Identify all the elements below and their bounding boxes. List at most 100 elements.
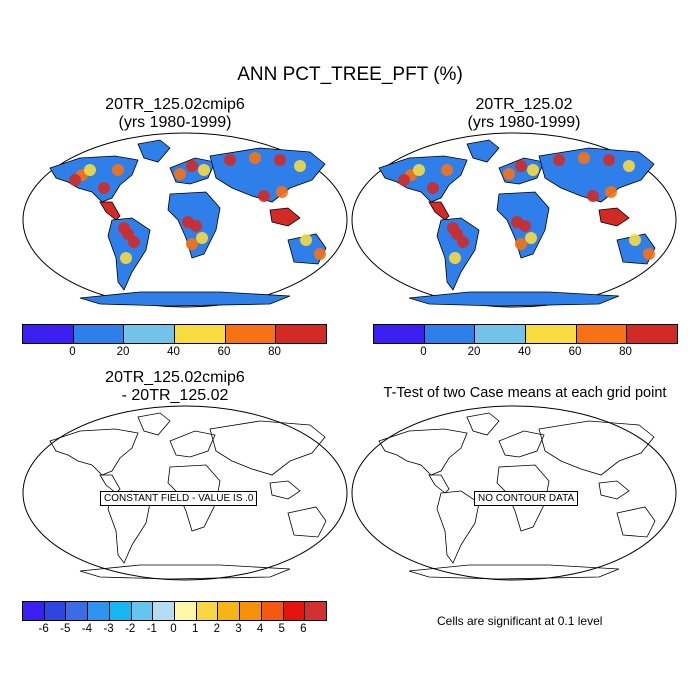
no-contour-label: NO CONTOUR DATA <box>474 491 579 506</box>
colorbar-tick-label: -1 <box>146 623 157 635</box>
colorbar-top-right <box>373 324 678 344</box>
map-top-left <box>22 132 348 308</box>
colorbar-tick-label: 40 <box>518 346 531 358</box>
colorbar-tick-label: 80 <box>268 346 281 358</box>
main-title: ANN PCT_TREE_PFT (%) <box>237 64 463 85</box>
colorbar-cell <box>261 602 284 620</box>
colorbar-cell <box>73 325 125 343</box>
forest-patch <box>274 154 286 166</box>
bottom-right-panel-title: T-Test of two Case means at each grid po… <box>383 385 667 401</box>
forest-patch <box>112 164 124 176</box>
colorbar-cell <box>44 602 67 620</box>
forest-patch <box>603 154 615 166</box>
continent-shape <box>269 480 301 500</box>
colorbar-cell <box>23 325 74 343</box>
forest-patch <box>294 160 306 172</box>
colorbar-cell <box>88 602 110 620</box>
continent-shape <box>466 139 500 163</box>
forest-patch <box>98 182 110 194</box>
continent-shape <box>616 506 656 538</box>
continent-shape <box>79 291 291 307</box>
forest-patch <box>300 234 312 246</box>
colorbar-tick-label: -3 <box>103 623 114 635</box>
colorbar-cell <box>276 325 327 343</box>
forest-patch <box>449 252 461 264</box>
forest-patch <box>314 248 326 260</box>
forest-patch <box>578 152 590 164</box>
continent-shape <box>428 201 450 221</box>
colorbar-cell <box>576 325 628 343</box>
top-right-panel-title: 20TR_125.02 (yrs 1980-1999) <box>374 96 674 132</box>
continent-shape <box>378 428 468 476</box>
colorbar-tick-label: 1 <box>191 623 199 635</box>
continent-shape <box>598 480 630 500</box>
outline-bottom-left <box>49 412 327 580</box>
forest-patch <box>398 174 410 186</box>
colorbar-cell <box>526 325 577 343</box>
colorbar-cell <box>109 602 132 620</box>
forest-patch <box>447 222 459 234</box>
continent-shape <box>167 464 221 532</box>
colorbar-cell <box>196 602 219 620</box>
colorbar-tick-label: 0 <box>420 346 427 358</box>
forest-patch <box>511 216 523 228</box>
colorbar-tick-label: 20 <box>116 346 130 358</box>
land-top-left <box>49 139 327 307</box>
colorbar-tick-label: 0 <box>170 623 177 635</box>
colorbar-tick-label: 3 <box>235 623 242 635</box>
continent-shape <box>49 428 139 476</box>
colorbar-cell <box>175 325 226 343</box>
continent-shape <box>538 420 655 476</box>
forest-patch <box>525 232 537 244</box>
forest-patch <box>182 216 194 228</box>
colorbar-tick-label: 2 <box>213 623 220 635</box>
continent-shape <box>79 564 291 580</box>
forest-patch <box>515 160 527 172</box>
continent-shape <box>137 412 171 436</box>
colorbar-cell <box>218 602 241 620</box>
continent-shape <box>269 207 301 227</box>
colorbar-cell <box>240 602 262 620</box>
significance-footnote: Cells are significant at 0.1 level <box>437 614 603 628</box>
continent-shape <box>99 201 121 221</box>
forest-patch <box>186 238 198 250</box>
forest-patch <box>515 238 527 250</box>
forest-patch <box>587 190 599 202</box>
continent-shape <box>498 430 545 458</box>
top-left-title-line1: 20TR_125.02cmip6 <box>105 96 245 113</box>
continent-shape <box>408 291 620 307</box>
colorbar-cell <box>374 325 425 343</box>
forest-patch <box>441 164 453 176</box>
bottom-left-title-line1: 20TR_125.02cmip6 <box>105 369 245 386</box>
forest-patch <box>249 152 261 164</box>
forest-patch <box>69 174 81 186</box>
colorbar-tick-label: -5 <box>60 623 71 635</box>
forest-patch <box>629 234 641 246</box>
colorbar-cell <box>23 602 45 620</box>
forest-patch <box>413 164 425 176</box>
continent-shape <box>466 412 500 436</box>
top-left-title-line2: (yrs 1980-1999) <box>118 114 232 131</box>
colorbar-difference <box>22 601 327 621</box>
forest-patch <box>258 190 270 202</box>
continent-shape <box>287 506 327 538</box>
forest-patch <box>120 252 132 264</box>
colorbar-top-left <box>22 324 327 344</box>
colorbar-cell <box>175 602 197 620</box>
continent-shape <box>137 139 171 163</box>
continent-shape <box>209 420 326 476</box>
forest-patch <box>643 248 655 260</box>
outline-bottom-right <box>378 412 656 580</box>
map-top-right <box>351 132 677 308</box>
colorbar-cell <box>305 602 327 620</box>
forest-patch <box>118 222 130 234</box>
forest-patch <box>605 186 617 198</box>
colorbar-tick-label: 60 <box>217 346 231 358</box>
colorbar-cell <box>124 325 176 343</box>
colorbar-tick-label: 4 <box>256 623 264 635</box>
forest-patch <box>196 232 208 244</box>
forest-patch <box>186 160 198 172</box>
continent-shape <box>169 430 216 458</box>
forest-patch <box>553 154 565 166</box>
continent-shape <box>428 474 450 494</box>
